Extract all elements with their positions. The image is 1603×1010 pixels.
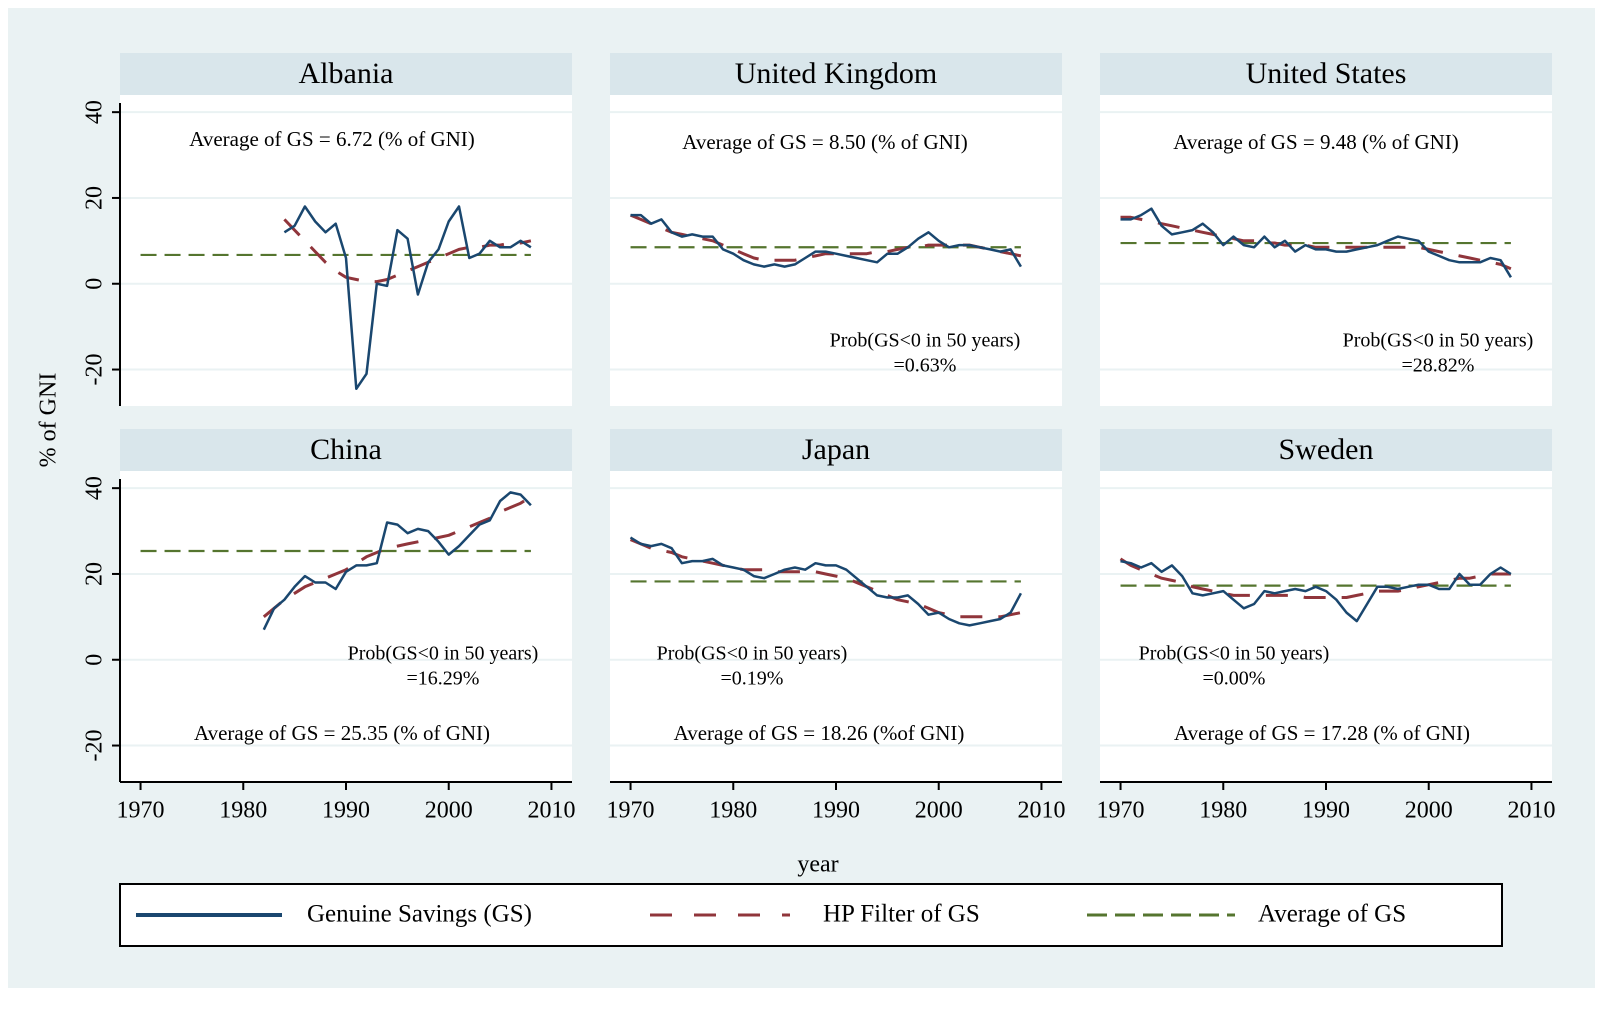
y-tick-label: 0 (82, 278, 108, 290)
x-tick-label: 2000 (425, 798, 473, 824)
panel-title: United States (1246, 57, 1407, 90)
gs-line (1120, 559, 1512, 623)
plot-area (1100, 471, 1552, 782)
y-tick-label: -20 (82, 730, 108, 762)
x-tick-label: 1990 (322, 798, 370, 824)
gs-line (1120, 207, 1512, 278)
title-band (120, 429, 572, 471)
plot-area (610, 471, 1062, 782)
gs-line (630, 213, 1022, 268)
x-tick-label: 2000 (915, 798, 963, 824)
hp-line (262, 495, 532, 618)
x-tick-label: 1980 (1199, 798, 1247, 824)
y-tick-label: 0 (82, 654, 108, 666)
x-tick-label: 2010 (1507, 798, 1555, 824)
gs-line (262, 491, 532, 631)
hp-line (1120, 215, 1512, 271)
y-axis-label: % of GNI (36, 373, 62, 468)
probability-annotation: Prob(GS<0 in 50 years) (348, 643, 539, 665)
legend-label: Average of GS (1258, 901, 1406, 928)
panel-title: Albania (299, 57, 394, 90)
plot-area (120, 95, 572, 406)
y-tick-label: 40 (82, 100, 108, 124)
y-tick-label: -20 (82, 354, 108, 386)
probability-annotation: =28.82% (1402, 355, 1475, 377)
x-axis-label: year (797, 852, 838, 878)
title-band (610, 429, 1062, 471)
probability-annotation: Prob(GS<0 in 50 years) (1343, 330, 1534, 352)
title-band (120, 53, 572, 95)
probability-annotation: Prob(GS<0 in 50 years) (657, 643, 848, 665)
x-tick-label: 1970 (607, 798, 655, 824)
panel-title: Sweden (1279, 433, 1374, 466)
legend-label: Genuine Savings (GS) (307, 901, 532, 928)
average-annotation: Average of GS = 18.26 (%of GNI) (674, 721, 965, 745)
y-tick-label: 40 (82, 476, 108, 500)
hp-line (1119, 557, 1511, 599)
x-tick-label: 2000 (1405, 798, 1453, 824)
x-tick-label: 2010 (1017, 798, 1065, 824)
probability-annotation: =0.19% (721, 668, 784, 690)
x-tick-label: 1980 (219, 798, 267, 824)
gs-line (283, 205, 532, 391)
plot-area (120, 471, 572, 782)
y-tick-label: 20 (82, 562, 108, 586)
legend-label: HP Filter of GS (823, 901, 980, 928)
average-annotation: Average of GS = 17.28 (% of GNI) (1174, 721, 1470, 745)
x-tick-label: 1990 (812, 798, 860, 824)
panel-title: China (310, 433, 382, 466)
panel-title: Japan (802, 433, 870, 466)
probability-annotation: Prob(GS<0 in 50 years) (1139, 643, 1330, 665)
average-annotation: Average of GS = 8.50 (% of GNI) (682, 130, 968, 154)
panel-title: United Kingdom (735, 57, 938, 90)
plot-area (610, 95, 1062, 406)
x-tick-label: 1980 (709, 798, 757, 824)
gs-line (629, 536, 1023, 627)
average-annotation: Average of GS = 9.48 (% of GNI) (1173, 130, 1459, 154)
probability-annotation: Prob(GS<0 in 50 years) (830, 330, 1021, 352)
average-annotation: Average of GS = 6.72 (% of GNI) (189, 127, 475, 151)
hp-line (283, 218, 532, 284)
x-tick-label: 1970 (117, 798, 165, 824)
x-tick-label: 1970 (1097, 798, 1145, 824)
probability-annotation: =16.29% (407, 668, 480, 690)
x-tick-label: 2010 (527, 798, 575, 824)
x-tick-label: 1990 (1302, 798, 1350, 824)
hp-line (629, 538, 1022, 619)
legend-box (119, 883, 1503, 947)
title-band (1100, 53, 1552, 95)
title-band (1100, 429, 1552, 471)
average-annotation: Average of GS = 25.35 (% of GNI) (194, 721, 490, 745)
probability-annotation: =0.00% (1203, 668, 1266, 690)
probability-annotation: =0.63% (894, 355, 957, 377)
y-tick-label: 20 (82, 186, 108, 210)
title-band (610, 53, 1062, 95)
hp-line (629, 213, 1022, 262)
